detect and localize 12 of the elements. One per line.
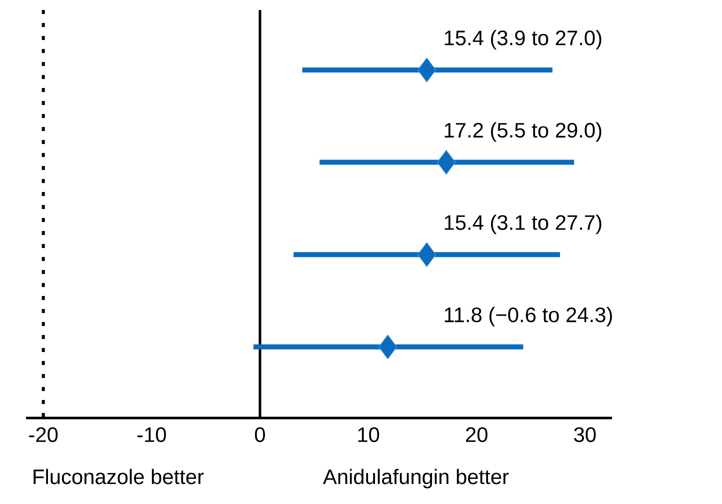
text: Anidulafungin better — [322, 468, 509, 488]
x-tick-label: 0 — [254, 427, 265, 442]
x-tick-label: -10 — [137, 427, 166, 442]
text: Fluconazole better — [34, 468, 204, 484]
x-tick-label: 30 — [574, 427, 596, 442]
data-label: 17.2 (5.5 to 29.0) — [444, 122, 602, 142]
data-label: 15.4 (3.9 to 27.0) — [444, 30, 602, 50]
data-label: 15.4 (3.1 to 27.7) — [444, 214, 602, 234]
x-tick-label: 20 — [466, 427, 488, 442]
x-tick-label: -20 — [29, 427, 58, 442]
data-label: 11.8 (−0.6 to 24.3) — [444, 306, 612, 326]
x-tick-label: 10 — [358, 427, 380, 442]
